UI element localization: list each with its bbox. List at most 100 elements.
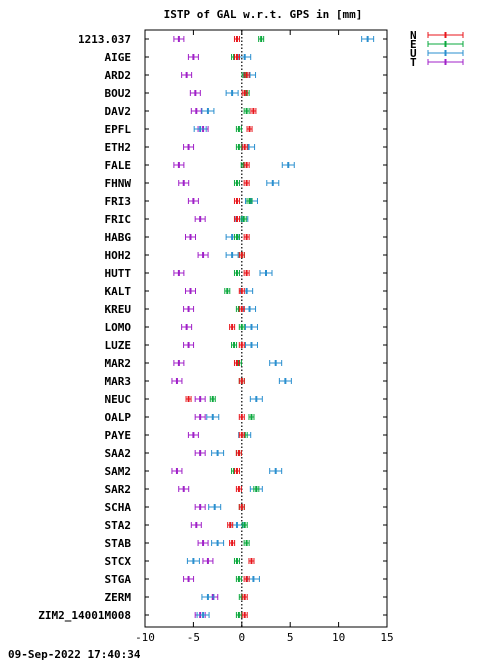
mark-t: [190, 522, 202, 528]
mark-e: [246, 198, 253, 204]
mark-n: [241, 594, 248, 600]
mark-n: [233, 36, 240, 42]
mark-u: [206, 414, 220, 420]
mark-u: [211, 450, 225, 456]
mark-u: [225, 90, 239, 96]
mark-t: [189, 90, 201, 96]
station-label: AIGE: [105, 51, 132, 64]
mark-e: [243, 108, 250, 114]
mark-u: [259, 270, 273, 276]
mark-t: [194, 396, 206, 402]
x-tick-label: -5: [187, 631, 200, 644]
station-label: FALE: [105, 159, 132, 172]
timestamp: 09-Sep-2022 17:40:34: [8, 648, 141, 661]
mark-n: [233, 198, 240, 204]
mark-e: [258, 36, 265, 42]
station-label: 1213.037: [78, 33, 131, 46]
mark-n: [243, 162, 250, 168]
x-tick-label: 10: [332, 631, 345, 644]
legend-label: U: [410, 47, 417, 60]
mark-e: [235, 612, 242, 618]
mark-t: [183, 306, 195, 312]
station-label: HUTT: [105, 267, 132, 280]
mark-t: [194, 450, 206, 456]
x-tick-label: 5: [287, 631, 294, 644]
mark-e: [253, 486, 260, 492]
mark-t: [173, 36, 185, 42]
mark-t: [173, 162, 185, 168]
mark-n: [243, 180, 250, 186]
mark-t: [194, 504, 206, 510]
station-label: FHNW: [105, 177, 132, 190]
mark-e: [231, 342, 238, 348]
legend-label: N: [410, 29, 417, 42]
plot-frame: [144, 29, 388, 628]
mark-n: [241, 90, 248, 96]
mark-t: [184, 234, 196, 240]
mark-u: [281, 162, 295, 168]
mark-t: [202, 558, 214, 564]
x-tick-label: -10: [135, 631, 155, 644]
mark-t: [173, 360, 185, 366]
mark-n: [243, 576, 250, 582]
station-label: STGA: [105, 573, 132, 586]
station-label: OALP: [105, 411, 132, 424]
station-label: NEUC: [105, 393, 132, 406]
mark-u: [243, 306, 257, 312]
station-label: HOH2: [105, 249, 132, 262]
mark-t: [171, 378, 183, 384]
mark-n: [229, 324, 236, 330]
mark-n: [238, 378, 245, 384]
mark-n: [243, 72, 250, 78]
mark-n: [238, 288, 245, 294]
mark-t: [184, 288, 196, 294]
mark-n: [241, 144, 248, 150]
mark-n: [233, 54, 240, 60]
station-label: SCHA: [105, 501, 132, 514]
mark-e: [240, 216, 247, 222]
mark-u: [186, 558, 200, 564]
mark-e: [235, 144, 242, 150]
mark-e: [233, 558, 240, 564]
station-label: ETH2: [105, 141, 132, 154]
station-label: KALT: [105, 285, 132, 298]
mark-t: [197, 540, 209, 546]
mark-e: [233, 180, 240, 186]
mark-u: [211, 540, 225, 546]
station-label: ZERM: [105, 591, 132, 604]
mark-u: [269, 360, 283, 366]
mark-e: [238, 324, 245, 330]
legend-label: E: [410, 38, 417, 51]
mark-n: [238, 504, 245, 510]
mark-n: [243, 234, 250, 240]
mark-e: [235, 126, 242, 132]
mark-u: [208, 504, 222, 510]
station-label: STA2: [105, 519, 132, 532]
mark-t: [171, 468, 183, 474]
mark-u: [249, 396, 263, 402]
mark-n: [233, 468, 240, 474]
mark-n: [235, 450, 242, 456]
mark-n: [241, 612, 248, 618]
mark-u: [196, 612, 210, 618]
station-label: BOU2: [105, 87, 132, 100]
mark-u: [278, 378, 292, 384]
station-label: SAR2: [105, 483, 132, 496]
station-label: KREU: [105, 303, 132, 316]
mark-t: [194, 216, 206, 222]
mark-t: [190, 108, 202, 114]
mark-n: [227, 522, 234, 528]
mark-u: [269, 468, 283, 474]
mark-t: [187, 198, 199, 204]
mark-t: [181, 72, 193, 78]
station-label: DAV2: [105, 105, 132, 118]
mark-n: [233, 216, 240, 222]
mark-n: [248, 558, 255, 564]
mark-t: [187, 432, 199, 438]
station-label: STCX: [105, 555, 132, 568]
mark-u: [244, 342, 258, 348]
station-label: ARD2: [105, 69, 132, 82]
mark-t: [178, 486, 190, 492]
